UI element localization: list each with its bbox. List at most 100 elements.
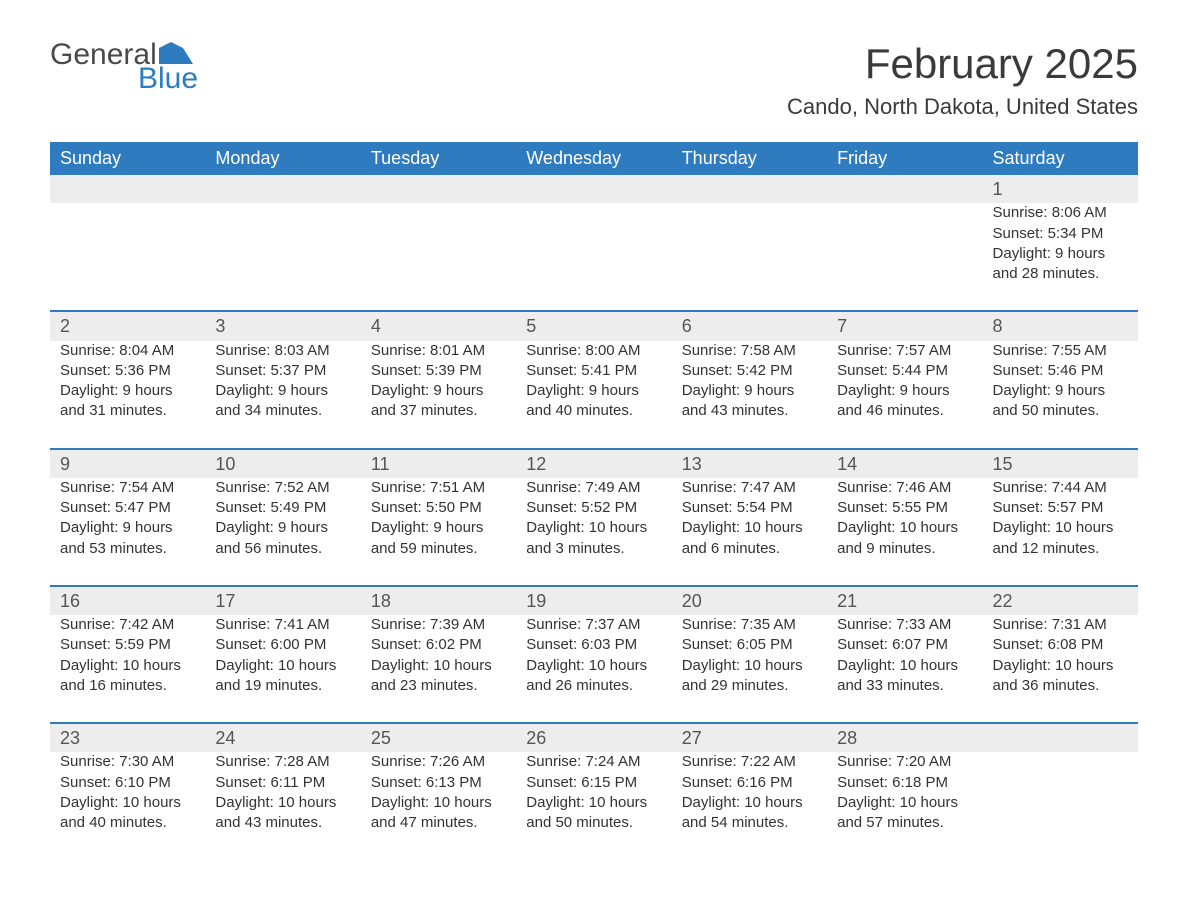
day-day2: and 33 minutes.: [837, 676, 972, 696]
day-day1: Daylight: 10 hours: [60, 793, 195, 813]
day-detail-cell: Sunrise: 8:03 AMSunset: 5:37 PMDaylight:…: [205, 341, 360, 449]
day-sunrise: Sunrise: 7:24 AM: [526, 752, 661, 772]
day-day1: Daylight: 10 hours: [526, 518, 661, 538]
day-number-cell: [983, 724, 1138, 752]
day-day2: and 19 minutes.: [215, 676, 350, 696]
day-detail-cell: Sunrise: 7:55 AMSunset: 5:46 PMDaylight:…: [983, 341, 1138, 449]
day-detail-cell: Sunrise: 7:31 AMSunset: 6:08 PMDaylight:…: [983, 615, 1138, 723]
day-detail-cell: Sunrise: 8:04 AMSunset: 5:36 PMDaylight:…: [50, 341, 205, 449]
day-number-cell: 23: [50, 724, 205, 752]
weekday-header: Saturday: [983, 142, 1138, 175]
day-sunrise: Sunrise: 8:04 AM: [60, 341, 195, 361]
day-number-cell: 10: [205, 450, 360, 478]
day-sunrise: Sunrise: 7:31 AM: [993, 615, 1128, 635]
day-day2: and 40 minutes.: [60, 813, 195, 833]
day-number-cell: 19: [516, 587, 671, 615]
day-day2: and 3 minutes.: [526, 539, 661, 559]
day-number-row: 16171819202122: [50, 587, 1138, 615]
day-detail-cell: Sunrise: 7:57 AMSunset: 5:44 PMDaylight:…: [827, 341, 982, 449]
day-detail-cell: Sunrise: 8:00 AMSunset: 5:41 PMDaylight:…: [516, 341, 671, 449]
day-sunrise: Sunrise: 8:03 AM: [215, 341, 350, 361]
day-sunrise: Sunrise: 7:30 AM: [60, 752, 195, 772]
day-day2: and 47 minutes.: [371, 813, 506, 833]
day-sunrise: Sunrise: 7:37 AM: [526, 615, 661, 635]
day-detail-cell: Sunrise: 7:58 AMSunset: 5:42 PMDaylight:…: [672, 341, 827, 449]
day-number-cell: [827, 175, 982, 203]
day-sunset: Sunset: 5:49 PM: [215, 498, 350, 518]
day-detail-cell: [516, 203, 671, 311]
day-sunrise: Sunrise: 7:46 AM: [837, 478, 972, 498]
day-number-cell: 2: [50, 312, 205, 340]
day-number-row: 9101112131415: [50, 450, 1138, 478]
day-day1: Daylight: 10 hours: [682, 518, 817, 538]
day-number-cell: 1: [983, 175, 1138, 203]
calendar-table: SundayMondayTuesdayWednesdayThursdayFrid…: [50, 142, 1138, 859]
day-sunset: Sunset: 6:11 PM: [215, 773, 350, 793]
day-day2: and 12 minutes.: [993, 539, 1128, 559]
day-number-cell: 15: [983, 450, 1138, 478]
day-number-cell: 20: [672, 587, 827, 615]
day-detail-cell: Sunrise: 7:30 AMSunset: 6:10 PMDaylight:…: [50, 752, 205, 859]
day-detail-cell: Sunrise: 7:49 AMSunset: 5:52 PMDaylight:…: [516, 478, 671, 586]
day-day2: and 23 minutes.: [371, 676, 506, 696]
day-sunrise: Sunrise: 7:42 AM: [60, 615, 195, 635]
day-day1: Daylight: 10 hours: [215, 793, 350, 813]
logo-text-blue: Blue: [50, 64, 198, 94]
day-sunset: Sunset: 5:57 PM: [993, 498, 1128, 518]
day-sunrise: Sunrise: 8:00 AM: [526, 341, 661, 361]
day-number-cell: 27: [672, 724, 827, 752]
weekday-header: Tuesday: [361, 142, 516, 175]
day-number-cell: 9: [50, 450, 205, 478]
day-sunset: Sunset: 5:44 PM: [837, 361, 972, 381]
day-day2: and 43 minutes.: [215, 813, 350, 833]
day-detail-cell: Sunrise: 7:46 AMSunset: 5:55 PMDaylight:…: [827, 478, 982, 586]
day-sunset: Sunset: 6:16 PM: [682, 773, 817, 793]
day-detail-cell: Sunrise: 7:39 AMSunset: 6:02 PMDaylight:…: [361, 615, 516, 723]
day-number-row: 2345678: [50, 312, 1138, 340]
page-title: February 2025: [787, 40, 1138, 88]
day-number-cell: 12: [516, 450, 671, 478]
weekday-header: Sunday: [50, 142, 205, 175]
day-sunrise: Sunrise: 7:44 AM: [993, 478, 1128, 498]
day-day1: Daylight: 10 hours: [60, 656, 195, 676]
day-detail-cell: [983, 752, 1138, 859]
day-detail-cell: Sunrise: 7:42 AMSunset: 5:59 PMDaylight:…: [50, 615, 205, 723]
day-sunset: Sunset: 5:37 PM: [215, 361, 350, 381]
day-detail-cell: Sunrise: 7:37 AMSunset: 6:03 PMDaylight:…: [516, 615, 671, 723]
day-day1: Daylight: 10 hours: [371, 656, 506, 676]
day-sunrise: Sunrise: 7:51 AM: [371, 478, 506, 498]
weekday-header: Friday: [827, 142, 982, 175]
day-detail-row: Sunrise: 7:30 AMSunset: 6:10 PMDaylight:…: [50, 752, 1138, 859]
day-sunrise: Sunrise: 8:06 AM: [993, 203, 1128, 223]
day-sunrise: Sunrise: 7:26 AM: [371, 752, 506, 772]
day-sunset: Sunset: 6:05 PM: [682, 635, 817, 655]
day-number-cell: [361, 175, 516, 203]
day-sunrise: Sunrise: 7:49 AM: [526, 478, 661, 498]
day-day1: Daylight: 9 hours: [682, 381, 817, 401]
day-number-cell: 18: [361, 587, 516, 615]
day-detail-row: Sunrise: 7:54 AMSunset: 5:47 PMDaylight:…: [50, 478, 1138, 586]
day-day1: Daylight: 9 hours: [371, 518, 506, 538]
day-number-cell: 5: [516, 312, 671, 340]
day-day2: and 54 minutes.: [682, 813, 817, 833]
day-sunrise: Sunrise: 7:57 AM: [837, 341, 972, 361]
day-day1: Daylight: 9 hours: [993, 244, 1128, 264]
day-sunset: Sunset: 6:02 PM: [371, 635, 506, 655]
day-day1: Daylight: 9 hours: [60, 518, 195, 538]
day-day1: Daylight: 10 hours: [993, 656, 1128, 676]
day-sunrise: Sunrise: 7:52 AM: [215, 478, 350, 498]
day-number-cell: 21: [827, 587, 982, 615]
day-detail-cell: Sunrise: 7:26 AMSunset: 6:13 PMDaylight:…: [361, 752, 516, 859]
day-sunset: Sunset: 5:50 PM: [371, 498, 506, 518]
day-sunset: Sunset: 5:55 PM: [837, 498, 972, 518]
day-day2: and 16 minutes.: [60, 676, 195, 696]
day-detail-cell: Sunrise: 7:22 AMSunset: 6:16 PMDaylight:…: [672, 752, 827, 859]
day-sunset: Sunset: 5:34 PM: [993, 224, 1128, 244]
day-day2: and 57 minutes.: [837, 813, 972, 833]
day-day1: Daylight: 10 hours: [371, 793, 506, 813]
day-day1: Daylight: 10 hours: [682, 793, 817, 813]
day-sunrise: Sunrise: 7:22 AM: [682, 752, 817, 772]
day-number-cell: [205, 175, 360, 203]
day-detail-cell: [361, 203, 516, 311]
day-sunrise: Sunrise: 7:47 AM: [682, 478, 817, 498]
